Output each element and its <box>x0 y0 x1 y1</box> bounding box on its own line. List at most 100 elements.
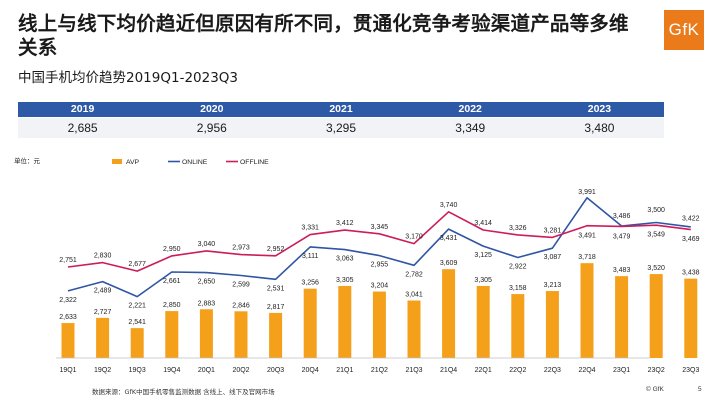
avp-bar <box>372 291 386 358</box>
avp-data-label: 3,609 <box>440 260 458 267</box>
avp-bar <box>130 328 144 358</box>
year-header-bar: 2019 2020 2021 2022 2023 <box>18 102 664 117</box>
copyright: © GfK <box>646 386 664 393</box>
x-tick-label: 22Q3 <box>544 367 561 374</box>
x-tick-label: 23Q2 <box>648 367 665 374</box>
offline-data-label: 3,500 <box>647 207 665 214</box>
online-data-label: 3,486 <box>613 213 631 220</box>
avp-bar <box>615 276 629 358</box>
avp-data-label: 3,718 <box>578 254 596 261</box>
x-tick-label: 19Q1 <box>59 367 76 374</box>
year-label: 2021 <box>329 103 353 115</box>
online-data-label: 3,087 <box>544 254 562 261</box>
offline-data-label: 3,326 <box>509 225 527 232</box>
offline-data-label: 2,751 <box>59 257 77 264</box>
avp-data-label: 3,438 <box>682 270 700 277</box>
page-title: 线上与线下均价趋近但原因有所不同，贯通化竞争考验渠道产品等多维关系 <box>18 12 629 59</box>
online-data-label: 3,991 <box>578 189 596 196</box>
x-tick-label: 19Q2 <box>94 367 111 374</box>
x-tick-label: 19Q3 <box>129 367 146 374</box>
avp-bar <box>545 291 559 358</box>
avp-data-label: 2,883 <box>198 300 216 307</box>
avp-data-label: 3,305 <box>474 277 492 284</box>
x-tick-label: 22Q2 <box>509 367 526 374</box>
offline-data-label: 3,281 <box>544 227 562 234</box>
yearly-average-value: 2,956 <box>196 121 227 135</box>
avp-bar <box>165 311 179 358</box>
offline-data-label: 3,740 <box>440 202 458 209</box>
chart-subtitle: 中国手机均价趋势2019Q1-2023Q3 <box>18 70 239 86</box>
online-data-label: 3,549 <box>647 231 665 238</box>
x-tick-label: 20Q4 <box>302 367 319 374</box>
year-label: 2020 <box>200 103 224 115</box>
year-label: 2019 <box>70 103 95 115</box>
avp-bar <box>407 300 421 358</box>
avp-bar <box>199 309 213 358</box>
online-data-label: 3,431 <box>440 235 458 242</box>
offline-data-label: 3,479 <box>613 233 631 240</box>
online-data-label: 2,221 <box>128 303 146 310</box>
gfk-logo: GfK <box>664 10 704 50</box>
avp-bar <box>511 294 525 358</box>
offline-data-label: 2,677 <box>128 261 146 268</box>
online-data-label: 2,599 <box>232 281 250 288</box>
avp-data-label: 3,041 <box>405 292 423 299</box>
unit-label: 单位：元 <box>14 156 41 165</box>
x-tick-label: 22Q1 <box>475 367 492 374</box>
avp-bar <box>684 278 698 358</box>
x-tick-label: 19Q4 <box>163 367 180 374</box>
x-tick-label: 21Q1 <box>336 367 353 374</box>
avp-data-label: 3,520 <box>647 265 665 272</box>
online-data-label: 2,922 <box>509 263 527 270</box>
avp-bar <box>649 274 663 358</box>
avp-data-label: 2,727 <box>94 309 112 316</box>
legend-label-online: ONLINE <box>182 159 208 166</box>
online-data-label: 2,322 <box>59 297 77 304</box>
avp-data-label: 3,213 <box>544 282 562 289</box>
avp-bar <box>61 323 75 358</box>
x-tick-label: 21Q4 <box>440 367 457 374</box>
online-data-label: 2,955 <box>371 262 389 269</box>
avp-bar <box>303 288 317 358</box>
year-label: 2022 <box>458 103 482 115</box>
x-tick-label: 22Q4 <box>578 367 595 374</box>
x-tick-label: 21Q3 <box>405 367 422 374</box>
avp-data-label: 3,483 <box>613 267 631 274</box>
avp-data-label: 2,846 <box>232 302 250 309</box>
online-data-label: 3,469 <box>682 236 700 243</box>
online-data-label: 2,489 <box>94 288 112 295</box>
legend-label-offline: OFFLINE <box>240 159 269 166</box>
yearly-average-value: 3,295 <box>325 121 357 135</box>
avp-bar <box>580 263 594 358</box>
offline-data-label: 3,412 <box>336 220 354 227</box>
avp-bar <box>96 317 110 358</box>
page-number: 5 <box>698 386 702 393</box>
avp-bar <box>476 285 490 358</box>
x-tick-label: 20Q3 <box>267 367 284 374</box>
offline-data-label: 2,973 <box>232 245 250 252</box>
avp-bar <box>338 285 352 358</box>
online-series-line <box>67 196 691 298</box>
avp-data-label: 3,305 <box>336 277 354 284</box>
avp-data-label: 2,541 <box>128 319 146 326</box>
data-source-note: 数据来源：GfK中国手机零售监测数据 含线上、线下及官网市场 <box>92 388 275 396</box>
offline-series-line <box>67 211 691 272</box>
offline-data-label: 3,040 <box>198 241 216 248</box>
avp-bar <box>442 269 456 358</box>
offline-data-label: 3,414 <box>474 220 492 227</box>
legend-label-avp: AVP <box>126 159 140 166</box>
offline-data-label: 3,331 <box>301 225 319 232</box>
avp-data-label: 3,256 <box>301 280 319 287</box>
online-data-label: 2,661 <box>163 278 181 285</box>
x-tick-label: 23Q3 <box>682 367 699 374</box>
year-label: 2023 <box>587 103 612 115</box>
yearly-average-value: 2,685 <box>67 121 98 135</box>
yearly-average-row: 2,685 2,956 3,295 3,349 3,480 <box>18 118 664 138</box>
avp-bar <box>269 312 283 358</box>
x-tick-label: 23Q1 <box>613 367 630 374</box>
avp-data-label: 3,204 <box>371 283 389 290</box>
offline-data-label: 2,950 <box>163 246 181 253</box>
x-tick-label: 21Q2 <box>371 367 388 374</box>
x-tick-label: 20Q1 <box>198 367 215 374</box>
offline-data-label: 2,952 <box>267 246 285 253</box>
